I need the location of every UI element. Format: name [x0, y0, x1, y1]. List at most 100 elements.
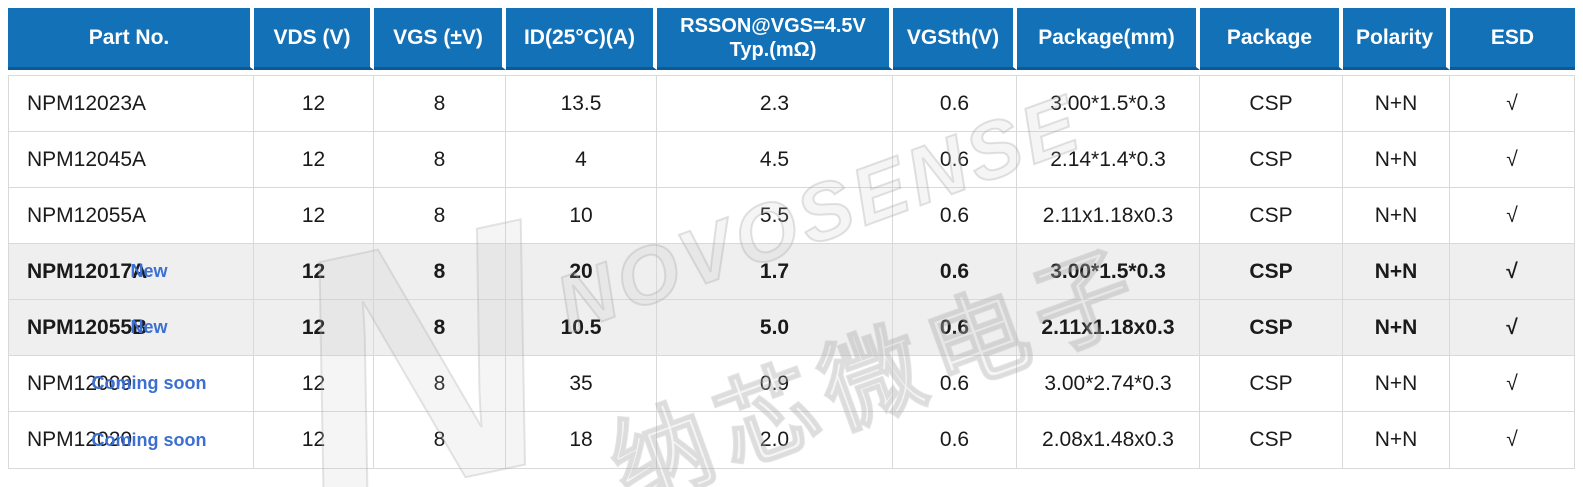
part-number: NPM12020	[27, 428, 133, 451]
cell-esd-checkmark: √	[1450, 76, 1574, 132]
table-row: NPM12009 Coming soon 12 8 35 0.9 0.6 3.00…	[9, 356, 1574, 412]
cell-vds: 12	[254, 244, 374, 300]
part-number: NPM12045A	[27, 147, 147, 171]
column-header-rsson-line1: RSSON@VGS=4.5V	[680, 14, 866, 37]
cell-package: CSP	[1200, 76, 1343, 132]
cell-vgsth: 0.6	[893, 412, 1017, 468]
new-badge: New	[130, 317, 168, 338]
column-header-rsson-line2: Typ.(mΩ)	[729, 38, 817, 61]
coming-soon-badge: Coming soon	[91, 429, 207, 450]
column-header-package-mm: Package(mm)	[1017, 8, 1200, 70]
cell-package: CSP	[1200, 300, 1343, 356]
cell-vgsth: 0.6	[893, 356, 1017, 412]
cell-id: 4	[506, 132, 657, 188]
cell-rsson: 4.5	[657, 132, 893, 188]
cell-part: NPM12023A	[9, 76, 254, 132]
cell-esd-checkmark: √	[1450, 412, 1574, 468]
new-badge: New	[130, 261, 168, 282]
column-header-polarity: Polarity	[1343, 8, 1450, 70]
cell-part: NPM12055A	[9, 188, 254, 244]
cell-rsson: 1.7	[657, 244, 893, 300]
cell-vgsth: 0.6	[893, 132, 1017, 188]
column-header-rsson: RSSON@VGS=4.5V Typ.(mΩ)	[657, 8, 893, 70]
cell-vgs: 8	[374, 188, 506, 244]
cell-vds: 12	[254, 356, 374, 412]
part-number: NPM12023A	[27, 91, 147, 115]
cell-vds: 12	[254, 412, 374, 468]
part-number: NPM12009	[27, 371, 133, 395]
cell-id: 20	[506, 244, 657, 300]
cell-vgsth: 0.6	[893, 188, 1017, 244]
cell-package-mm: 2.08x1.48x0.3	[1017, 412, 1200, 468]
column-header-vds: VDS (V)	[254, 8, 374, 70]
cell-part: NPM12009 Coming soon	[9, 356, 254, 412]
cell-package: CSP	[1200, 412, 1343, 468]
cell-polarity: N+N	[1343, 188, 1450, 244]
cell-esd-checkmark: √	[1450, 300, 1574, 356]
cell-rsson: 5.5	[657, 188, 893, 244]
table-row: NPM12020 Coming soon 12 8 18 2.0 0.6 2.08…	[9, 412, 1574, 468]
cell-vgs: 8	[374, 356, 506, 412]
cell-package: CSP	[1200, 244, 1343, 300]
cell-polarity: N+N	[1343, 300, 1450, 356]
part-number: NPM12017A	[27, 259, 148, 283]
cell-rsson: 2.3	[657, 76, 893, 132]
column-header-esd: ESD	[1450, 8, 1575, 70]
product-spec-table: Part No. VDS (V) VGS (±V) ID(25°C)(A) RS…	[8, 8, 1575, 469]
cell-package-mm: 3.00*2.74*0.3	[1017, 356, 1200, 412]
cell-polarity: N+N	[1343, 412, 1450, 468]
cell-esd-checkmark: √	[1450, 188, 1574, 244]
column-header-vgs: VGS (±V)	[374, 8, 506, 70]
table-row: NPM12023A 12 8 13.5 2.3 0.6 3.00*1.5*0.3…	[9, 76, 1574, 132]
cell-vgsth: 0.6	[893, 300, 1017, 356]
cell-polarity: N+N	[1343, 244, 1450, 300]
cell-part: NPM12055B New	[9, 300, 254, 356]
table-body: NPM12023A 12 8 13.5 2.3 0.6 3.00*1.5*0.3…	[8, 75, 1575, 469]
cell-polarity: N+N	[1343, 356, 1450, 412]
table-row: NPM12045A 12 8 4 4.5 0.6 2.14*1.4*0.3 CS…	[9, 132, 1574, 188]
cell-package-mm: 3.00*1.5*0.3	[1017, 244, 1200, 300]
cell-package: CSP	[1200, 356, 1343, 412]
cell-vgsth: 0.6	[893, 76, 1017, 132]
cell-vgsth: 0.6	[893, 244, 1017, 300]
cell-esd-checkmark: √	[1450, 132, 1574, 188]
cell-rsson: 2.0	[657, 412, 893, 468]
cell-vgs: 8	[374, 76, 506, 132]
cell-id: 13.5	[506, 76, 657, 132]
table-row: NPM12055A 12 8 10 5.5 0.6 2.11x1.18x0.3 …	[9, 188, 1574, 244]
cell-package: CSP	[1200, 188, 1343, 244]
column-header-vgsth: VGSth(V)	[893, 8, 1017, 70]
cell-vgs: 8	[374, 300, 506, 356]
cell-esd-checkmark: √	[1450, 356, 1574, 412]
part-number: NPM12055A	[27, 203, 147, 227]
cell-part: NPM12020 Coming soon	[9, 412, 254, 468]
cell-part: NPM12045A	[9, 132, 254, 188]
cell-vds: 12	[254, 188, 374, 244]
cell-vgs: 8	[374, 412, 506, 468]
part-number: NPM12055B	[27, 315, 148, 339]
cell-package-mm: 2.14*1.4*0.3	[1017, 132, 1200, 188]
cell-esd-checkmark: √	[1450, 244, 1574, 300]
table-row-highlighted: NPM12055B New 12 8 10.5 5.0 0.6 2.11x1.18…	[9, 300, 1574, 356]
cell-id: 18	[506, 412, 657, 468]
cell-vds: 12	[254, 132, 374, 188]
cell-vds: 12	[254, 300, 374, 356]
cell-vgs: 8	[374, 244, 506, 300]
cell-polarity: N+N	[1343, 132, 1450, 188]
cell-package-mm: 3.00*1.5*0.3	[1017, 76, 1200, 132]
cell-id: 10.5	[506, 300, 657, 356]
cell-rsson: 0.9	[657, 356, 893, 412]
cell-package-mm: 2.11x1.18x0.3	[1017, 300, 1200, 356]
cell-package: CSP	[1200, 132, 1343, 188]
table-header-row: Part No. VDS (V) VGS (±V) ID(25°C)(A) RS…	[8, 8, 1575, 70]
cell-vds: 12	[254, 76, 374, 132]
column-header-part-no: Part No.	[8, 8, 254, 70]
cell-rsson: 5.0	[657, 300, 893, 356]
cell-vgs: 8	[374, 132, 506, 188]
cell-part: NPM12017A New	[9, 244, 254, 300]
cell-id: 35	[506, 356, 657, 412]
table-row-highlighted: NPM12017A New 12 8 20 1.7 0.6 3.00*1.5*0.…	[9, 244, 1574, 300]
coming-soon-badge: Coming soon	[91, 373, 207, 394]
column-header-id: ID(25°C)(A)	[506, 8, 657, 70]
column-header-package: Package	[1200, 8, 1343, 70]
